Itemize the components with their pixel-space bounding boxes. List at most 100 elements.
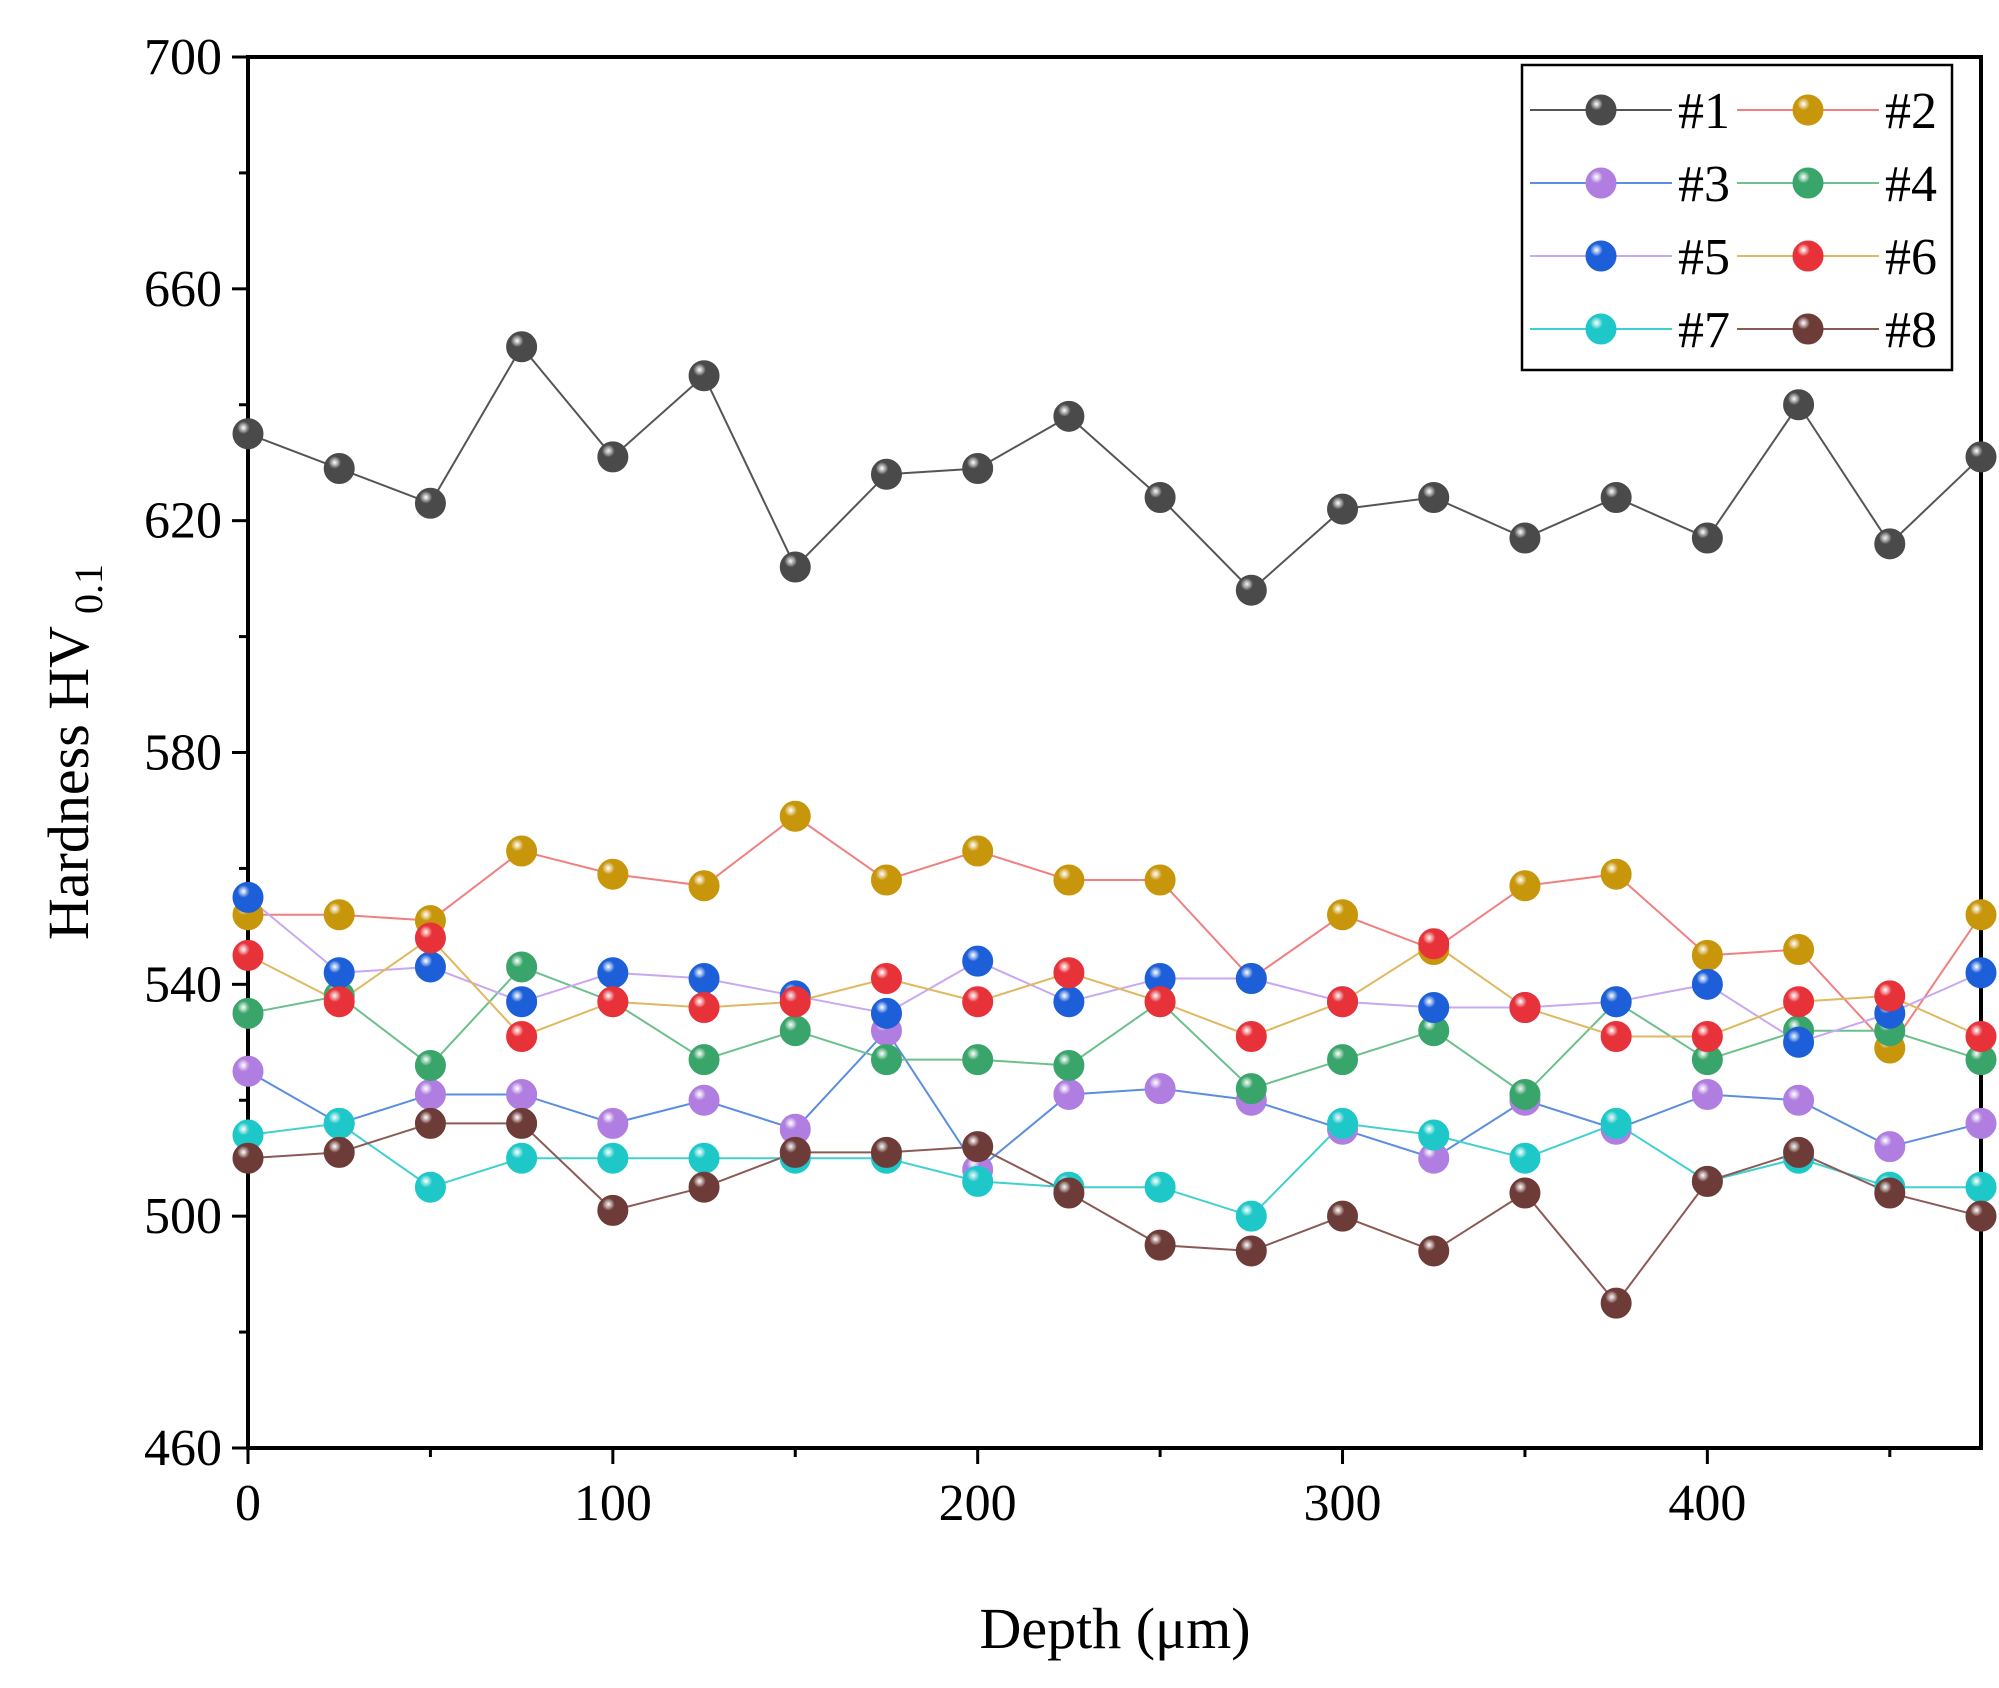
series-6-point: [1144, 986, 1176, 1018]
series-line-2: [248, 815, 1982, 1050]
series-2-point: [1600, 858, 1632, 890]
x-tick-label: 300: [1304, 1475, 1382, 1532]
legend-label-8: #8: [1885, 302, 1937, 359]
y-tick-label: 620: [144, 493, 222, 550]
legend-marker-1: [1585, 94, 1617, 126]
series-3-point: [1144, 1073, 1176, 1105]
series-2-point: [1053, 864, 1085, 896]
series-1-point: [506, 331, 538, 363]
series-3-point: [414, 1078, 446, 1110]
series-8-point: [414, 1107, 446, 1139]
series-8-point: [1783, 1136, 1815, 1168]
series-8-point: [688, 1171, 720, 1203]
series-8-point: [1327, 1200, 1359, 1232]
series-1-point: [962, 453, 994, 485]
x-axis-label: Depth (μm): [979, 1596, 1250, 1661]
series-1-point: [1235, 574, 1267, 606]
series-7-point: [1327, 1107, 1359, 1139]
series-2-point: [1327, 899, 1359, 931]
series-6-point: [1235, 1020, 1267, 1052]
x-tick-label: 0: [235, 1475, 261, 1532]
series-8-point: [1235, 1235, 1267, 1267]
series-8-point: [1874, 1177, 1906, 1209]
series-5-point: [323, 957, 355, 989]
series-1-point: [414, 487, 446, 519]
series-2-point: [1509, 870, 1541, 902]
legend-label-7: #7: [1678, 302, 1730, 359]
series-5-point: [688, 963, 720, 995]
series-1-point: [870, 458, 902, 490]
series-6-point: [1783, 986, 1815, 1018]
legend-marker-7: [1585, 313, 1617, 345]
y-axis-label: Hardness HV 0.1: [36, 564, 111, 940]
series-1-point: [232, 418, 264, 450]
legend-marker-6: [1792, 240, 1824, 272]
series-2-point: [1144, 864, 1176, 896]
series-2-point: [870, 864, 902, 896]
series-4-point: [1053, 1049, 1085, 1081]
series-7-point: [597, 1142, 629, 1174]
series-8-point: [779, 1136, 811, 1168]
series-3-point: [1874, 1131, 1906, 1163]
series-4-point: [688, 1044, 720, 1076]
series-7-point: [962, 1165, 994, 1197]
series-8-point: [1053, 1177, 1085, 1209]
series-2-point: [323, 899, 355, 931]
series-8-point: [232, 1142, 264, 1174]
series-6-point: [1874, 980, 1906, 1012]
series-6-point: [1418, 928, 1450, 960]
series-8-point: [506, 1107, 538, 1139]
series-8-point: [323, 1136, 355, 1168]
series-5-point: [1053, 986, 1085, 1018]
series-5-point: [506, 986, 538, 1018]
series-line-8: [247, 1122, 1982, 1305]
series-markers: [232, 331, 1997, 1319]
y-tick-label: 660: [144, 261, 222, 318]
series-6-point: [1965, 1020, 1997, 1052]
y-tick-label: 460: [144, 1420, 222, 1477]
series-5-point: [870, 997, 902, 1029]
series-5-point: [232, 881, 264, 913]
series-2-point: [1783, 934, 1815, 966]
legend-label-2: #2: [1885, 83, 1937, 140]
y-axis: 460 500 540 580 620 660 700: [144, 29, 248, 1477]
series-5-point: [1600, 986, 1632, 1018]
series-7-point: [1235, 1200, 1267, 1232]
series-8-point: [962, 1131, 994, 1163]
series-6-point: [1053, 957, 1085, 989]
legend-marker-8: [1792, 313, 1824, 345]
legend-label-6: #6: [1885, 229, 1937, 286]
series-8-point: [597, 1194, 629, 1226]
series-line-4: [247, 965, 1982, 1096]
y-tick-label: 580: [144, 725, 222, 782]
x-axis: 0 100 200 300 400: [235, 1448, 1892, 1532]
x-tick-label: 100: [574, 1475, 652, 1532]
series-6-point: [688, 992, 720, 1024]
series-1-point: [1691, 522, 1723, 554]
series-4-point: [232, 997, 264, 1029]
y-tick-label: 500: [144, 1188, 222, 1245]
series-1-point: [597, 441, 629, 473]
series-1-point: [1418, 481, 1450, 513]
series-6-point: [870, 963, 902, 995]
series-7-point: [688, 1142, 720, 1174]
x-tick-label: 400: [1668, 1475, 1746, 1532]
legend-label-1: #1: [1678, 83, 1730, 140]
series-5-point: [1235, 963, 1267, 995]
series-1-point: [688, 360, 720, 392]
legend-label-4: #4: [1885, 156, 1937, 213]
series-5-point: [414, 951, 446, 983]
series-1-point: [1327, 493, 1359, 525]
series-1-point: [1053, 400, 1085, 432]
series-4-point: [1235, 1073, 1267, 1105]
series-6-point: [962, 986, 994, 1018]
series-5-point: [597, 957, 629, 989]
series-1-point: [779, 551, 811, 583]
series-3-point: [688, 1084, 720, 1116]
series-3-point: [1783, 1084, 1815, 1116]
series-4-point: [779, 1015, 811, 1047]
series-6-point: [1509, 992, 1541, 1024]
series-1-point: [1965, 441, 1997, 473]
legend-marker-3: [1585, 167, 1617, 199]
